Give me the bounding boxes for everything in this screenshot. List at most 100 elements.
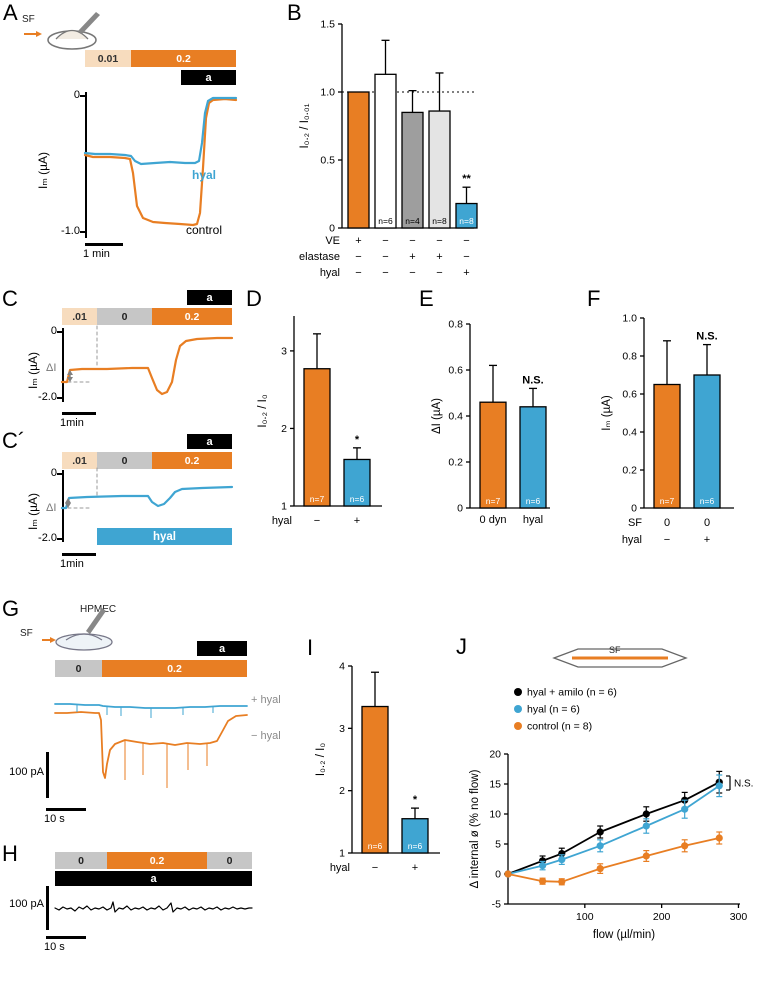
svg-text:n=6: n=6	[350, 494, 365, 504]
svg-text:1.0: 1.0	[622, 313, 637, 325]
svg-text:−: −	[409, 235, 415, 247]
svg-text:1.0: 1.0	[320, 87, 335, 99]
svg-text:Iₘ (µA): Iₘ (µA)	[601, 395, 613, 431]
panel-cprime-letter: C´	[2, 428, 26, 453]
flow-segment-low: .01	[62, 308, 97, 325]
svg-text:n=6: n=6	[368, 841, 383, 851]
svg-text:0.5: 0.5	[320, 155, 335, 167]
svg-text:+: +	[463, 267, 469, 279]
svg-text:−: −	[382, 235, 388, 247]
svg-text:1.5: 1.5	[320, 19, 335, 31]
time-scalebar-label: 1 min	[83, 248, 110, 260]
panel-c-current-trace	[60, 325, 234, 396]
panel-f-bar-chart: 0 0.2 0.4 0.6 0.8 1.0 n=7 n=6 N.S. SF 0 0 hyal − + Iₘ (…	[601, 313, 734, 546]
trace-label-control: control	[186, 223, 223, 237]
svg-text:0.2: 0.2	[622, 465, 637, 477]
y-tick	[57, 397, 62, 399]
panel-a-letter: A	[3, 0, 18, 25]
y-tick	[57, 538, 62, 540]
panel-e-bar-chart: 0 0.2 0.4 0.6 0.8 n=7 0 dyn n=6 N.S. hyal ΔI (µA)	[431, 319, 550, 526]
svg-text:n=7: n=7	[660, 496, 675, 506]
flow-segment-zero: 0	[55, 660, 102, 677]
panel-g-letter: G	[2, 596, 20, 621]
endothelial-cell-patch-icon	[42, 608, 113, 651]
panel-j-letter: J	[456, 634, 467, 659]
svg-text:n=7: n=7	[486, 496, 501, 506]
svg-text:hyal (n = 6): hyal (n = 6)	[527, 704, 580, 716]
svg-text:Δ internal ø (% no flow): Δ internal ø (% no flow)	[469, 769, 481, 888]
svg-text:−: −	[314, 515, 320, 527]
flow-condition-bar: .01 0 0.2	[62, 308, 232, 325]
svg-text:n=7: n=7	[310, 494, 325, 504]
svg-text:*: *	[413, 794, 418, 806]
svg-text:ΔI (µA): ΔI (µA)	[431, 398, 443, 434]
svg-text:300: 300	[730, 911, 748, 923]
flow-segment-zero: 0	[97, 308, 152, 325]
svg-text:I₀.₂ / I₀: I₀.₂ / I₀	[315, 743, 327, 776]
time-scalebar-label: 10 s	[44, 813, 65, 825]
panel-a-current-trace	[83, 96, 238, 227]
time-scalebar	[46, 936, 86, 939]
delta-i-label: ΔI	[46, 362, 57, 374]
svg-text:0: 0	[704, 517, 710, 529]
y-axis	[62, 328, 64, 402]
svg-text:n=6: n=6	[408, 841, 423, 851]
time-scalebar	[62, 553, 96, 556]
svg-text:hyal: hyal	[523, 514, 543, 526]
svg-text:−: −	[372, 862, 378, 874]
panel-cprime-current-trace	[60, 467, 234, 510]
time-scalebar-label: 1min	[60, 417, 84, 429]
panel-f-letter: F	[587, 286, 601, 311]
svg-text:n=6: n=6	[700, 496, 715, 506]
svg-text:0.8: 0.8	[448, 319, 463, 331]
svg-text:0: 0	[631, 503, 637, 515]
svg-text:n=4: n=4	[405, 216, 420, 226]
y-axis-label: Iₘ (µA)	[36, 151, 50, 189]
amiloride-bar: a	[187, 434, 232, 449]
time-scalebar-label: 1min	[60, 558, 84, 570]
svg-text:0: 0	[664, 517, 670, 529]
panel-d-bar-chart: 1 2 3 n=7 n=6 * hyal − + I₀.₂ / I₀	[257, 316, 382, 527]
panel-i-letter: I	[307, 635, 314, 660]
panel-g-patch-trace	[54, 703, 248, 788]
svg-text:elastase: elastase	[299, 251, 340, 263]
flow-condition-bar: 0.01 0.2	[85, 50, 236, 67]
panel-c-letter: C	[2, 286, 18, 311]
svg-text:-5: -5	[492, 899, 501, 911]
flow-segment-high: 0.2	[102, 660, 247, 677]
svg-text:−: −	[463, 251, 469, 263]
svg-text:+: +	[412, 862, 418, 874]
flow-segment-high: 0.2	[131, 50, 236, 67]
svg-text:hyal + amilo (n = 6): hyal + amilo (n = 6)	[527, 687, 617, 699]
shear-force-label: SF	[609, 645, 621, 655]
svg-text:0: 0	[457, 503, 463, 515]
svg-text:200: 200	[653, 911, 671, 923]
svg-text:+: +	[409, 251, 415, 263]
svg-text:−: −	[355, 267, 361, 279]
svg-text:−: −	[382, 251, 388, 263]
svg-text:N.S.: N.S.	[522, 374, 543, 386]
svg-text:N.S.: N.S.	[696, 331, 717, 343]
panel-h-letter: H	[2, 841, 18, 866]
svg-text:0: 0	[495, 869, 501, 881]
svg-text:100: 100	[576, 911, 594, 923]
svg-text:+: +	[704, 534, 710, 546]
svg-text:15: 15	[489, 779, 501, 791]
y-tick	[57, 331, 62, 333]
y-tick	[80, 231, 85, 233]
svg-text:0.4: 0.4	[622, 427, 637, 439]
svg-text:+: +	[355, 235, 361, 247]
panel-b-bar-chart: 0 0.5 1.0 1.5 n=6 n=4 n=8 n=8 ** VE + − − − − elastase −…	[299, 19, 478, 279]
current-scalebar-label: 100 pA	[9, 898, 44, 910]
svg-text:−: −	[436, 235, 442, 247]
svg-text:I₀.₂ / I₀: I₀.₂ / I₀	[257, 394, 269, 427]
svg-text:+: +	[436, 251, 442, 263]
svg-text:−: −	[664, 534, 670, 546]
svg-text:0 dyn: 0 dyn	[480, 514, 507, 526]
amiloride-bar: a	[55, 871, 252, 886]
svg-text:hyal: hyal	[320, 267, 340, 279]
svg-text:**: **	[462, 173, 471, 185]
svg-text:n=6: n=6	[378, 216, 393, 226]
flow-segment-zero: 0	[55, 852, 107, 869]
y-tick-label: 0	[73, 89, 80, 101]
